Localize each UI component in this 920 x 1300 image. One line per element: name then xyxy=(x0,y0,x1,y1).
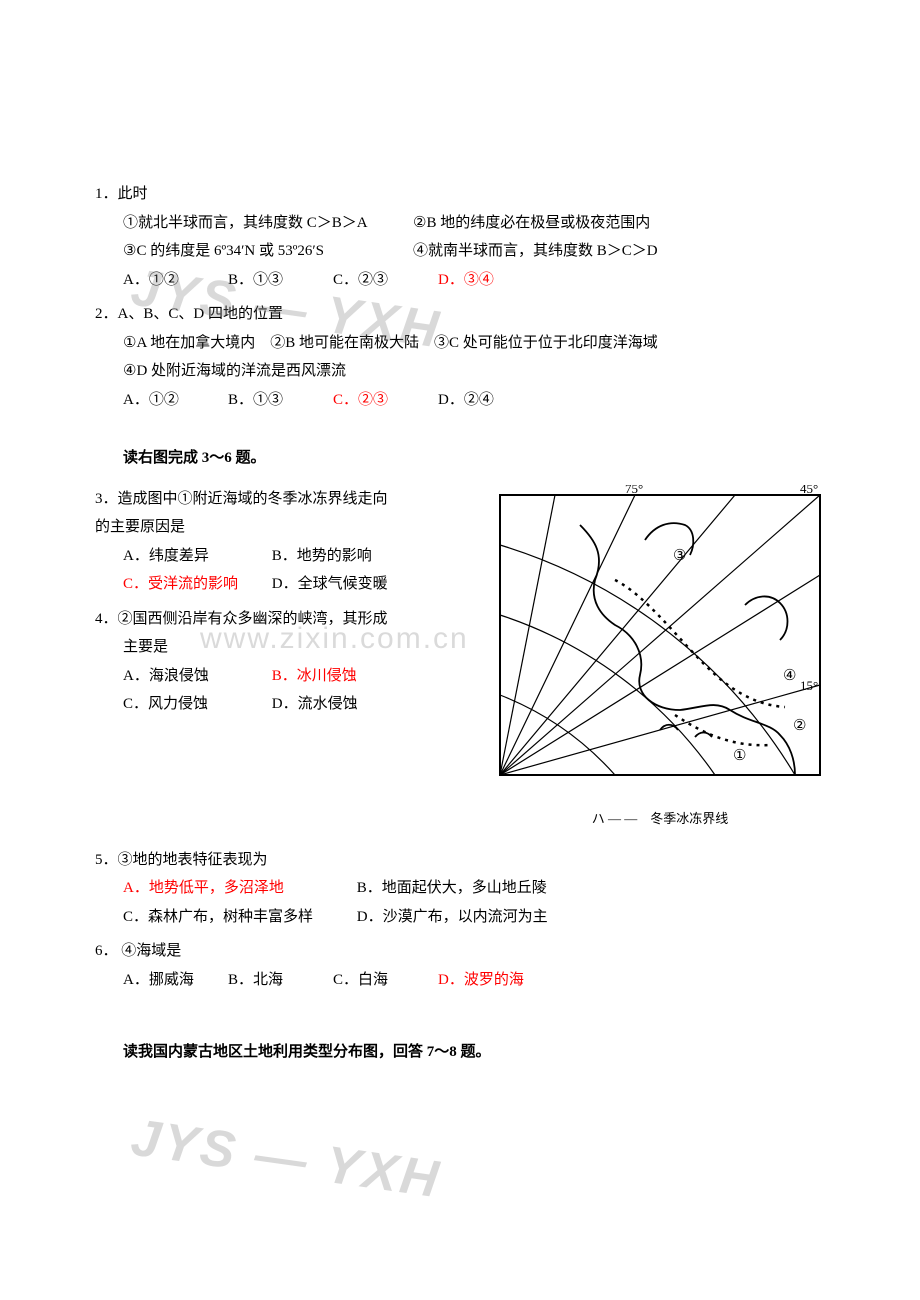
question-1: 1．此时 ①就北半球而言，其纬度数 C＞B＞A ②B 地的纬度必在极昼或极夜范围… xyxy=(95,180,825,294)
q5-opt-c: C．森林广布，树种丰富多样 xyxy=(123,903,353,932)
q4-opt-b: B．冰川侵蚀 xyxy=(272,668,357,684)
q2-stmt-4: ④D 处附近海域的洋流是西风漂流 xyxy=(95,357,825,386)
map-figure: ① ② ③ ④ 75° 45° 15° ハ — — 冬季冰冻界线 xyxy=(495,485,825,832)
q2-opt-c: C．②③ xyxy=(333,386,438,415)
q6-stem: ④海域是 xyxy=(118,943,182,959)
map-marker-3: ③ xyxy=(673,548,686,564)
q3-opt-b: B．地势的影响 xyxy=(272,548,372,564)
q5-opt-b: B．地面起伏大，多山地丘陵 xyxy=(357,880,547,896)
q3-opt-c: C．受洋流的影响 xyxy=(123,570,268,599)
q1-opt-d: D．③④ xyxy=(438,266,543,295)
figure-caption: 冬季冰冻界线 xyxy=(650,811,728,826)
map-lon-45: 45° xyxy=(800,485,818,496)
q1-stmt-3: ③C 的纬度是 6º34′N 或 53º26′S xyxy=(123,237,413,266)
question-6: 6． ④海域是 A．挪威海 B．北海 C．白海 D．波罗的海 xyxy=(95,937,825,994)
two-column-block: 3．造成图中①附近海域的冬季冰冻界线走向 的主要原因是 A．纬度差异 B．地势的… xyxy=(95,485,825,832)
q1-stem: 此时 xyxy=(118,186,148,202)
q2-opt-b: B．①③ xyxy=(228,386,333,415)
q4-opt-d: D．流水侵蚀 xyxy=(272,696,358,712)
q6-opt-d: D．波罗的海 xyxy=(438,966,543,995)
q2-stmt-3: ③C 处可能位于位于北印度洋海域 xyxy=(434,335,658,351)
q3-number: 3． xyxy=(95,491,118,507)
section-heading-2: 读我国内蒙古地区土地利用类型分布图，回答 7～8 题。 xyxy=(95,1038,825,1067)
q6-opt-c: C．白海 xyxy=(333,966,438,995)
map-marker-2: ② xyxy=(793,718,806,734)
q2-stmt-1: ①A 地在加拿大境内 xyxy=(123,335,255,351)
q1-stmt-1: ①就北半球而言，其纬度数 C＞B＞A xyxy=(123,209,413,238)
map-marker-4: ④ xyxy=(783,668,796,684)
q4-opt-a: A．海浪侵蚀 xyxy=(123,662,268,691)
q5-opt-d: D．沙漠广布，以内流河为主 xyxy=(357,909,548,925)
q1-stmt-4: ④就南半球而言，其纬度数 B＞C＞D xyxy=(413,237,825,266)
section-heading-1: 读右图完成 3～6 题。 xyxy=(95,444,825,473)
question-5: 5．③地的地表特征表现为 A．地势低平，多沼泽地 B．地面起伏大，多山地丘陵 C… xyxy=(95,846,825,932)
q5-number: 5． xyxy=(95,852,118,868)
map-marker-1: ① xyxy=(733,748,746,764)
map-svg: ① ② ③ ④ 75° 45° 15° xyxy=(495,485,825,795)
q2-stem: A、B、C、D 四地的位置 xyxy=(118,306,283,322)
q3-opt-d: D．全球气候变暖 xyxy=(272,576,388,592)
q1-opt-a: A．①② xyxy=(123,266,228,295)
q3-opt-a: A．纬度差异 xyxy=(123,542,268,571)
q1-opt-b: B．①③ xyxy=(228,266,333,295)
map-lon-75: 75° xyxy=(625,485,643,496)
q3-stem-l1: 造成图中①附近海域的冬季冰冻界线走向 xyxy=(118,491,388,507)
q4-opt-c: C．风力侵蚀 xyxy=(123,690,268,719)
q6-opt-b: B．北海 xyxy=(228,966,333,995)
q2-opt-d: D．②④ xyxy=(438,386,543,415)
q5-opt-a: A．地势低平，多沼泽地 xyxy=(123,874,353,903)
q1-stmt-2: ②B 地的纬度必在极昼或极夜范围内 xyxy=(413,209,825,238)
question-2: 2．A、B、C、D 四地的位置 ①A 地在加拿大境内 ②B 地可能在南极大陆 ③… xyxy=(95,300,825,414)
map-lat-15: 15° xyxy=(800,678,818,693)
q2-stmt-2: ②B 地可能在南极大陆 xyxy=(270,335,419,351)
q6-opt-a: A．挪威海 xyxy=(123,966,228,995)
watermark-text: JYS — YXH xyxy=(125,1089,448,1230)
q1-opt-c: C．②③ xyxy=(333,266,438,295)
question-4: 4．②国西侧沿岸有众多幽深的峡湾，其形成 主要是 A．海浪侵蚀 B．冰川侵蚀 C… xyxy=(95,605,415,719)
q5-stem: ③地的地表特征表现为 xyxy=(118,852,268,868)
q3-stem-l2: 的主要原因是 xyxy=(95,513,415,542)
figure-legend-dash: ハ — — xyxy=(592,811,638,826)
q1-number: 1． xyxy=(95,186,118,202)
q2-opt-a: A．①② xyxy=(123,386,228,415)
q4-stem-l2: 主要是 xyxy=(95,633,415,662)
question-3: 3．造成图中①附近海域的冬季冰冻界线走向 的主要原因是 A．纬度差异 B．地势的… xyxy=(95,485,415,599)
q6-number: 6． xyxy=(95,943,118,959)
q4-stem-l1: ②国西侧沿岸有众多幽深的峡湾，其形成 xyxy=(118,611,388,627)
q2-number: 2． xyxy=(95,306,118,322)
q4-number: 4． xyxy=(95,611,118,627)
